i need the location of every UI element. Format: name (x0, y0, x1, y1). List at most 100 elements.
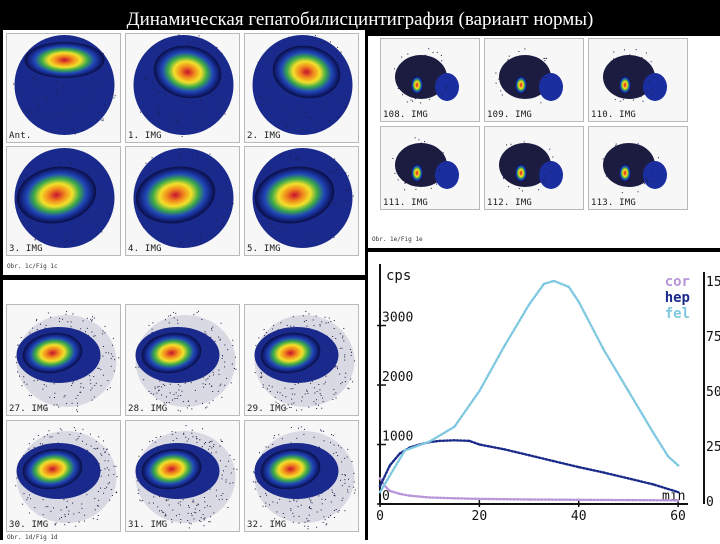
legend-entry-fel: fel (665, 306, 690, 322)
scan-frame-label: 3. IMG (9, 244, 43, 254)
early-frames-caption: Obr. 1c/Fig 1c (7, 263, 58, 270)
scan-frame-label: 30. IMG (9, 520, 49, 530)
data-point-hep (577, 465, 580, 469)
data-point-hep (388, 464, 392, 467)
scan-frame-label: 112. IMG (487, 198, 532, 208)
data-point-cor (398, 492, 402, 496)
scan-frame-label: 110. IMG (591, 110, 636, 120)
y-tick-label: 0 (382, 489, 390, 504)
data-point-fel (567, 285, 570, 289)
scan-frame-tile: 5. IMG (244, 146, 359, 256)
slide-title: Динамическая гепатобилисцинтиграфия (вар… (126, 9, 594, 30)
scan-frame-label: 1. IMG (128, 131, 162, 141)
scan-frame-label: 109. IMG (487, 110, 532, 120)
scan-frame-label: 2. IMG (247, 131, 281, 141)
data-point-cor (453, 497, 456, 500)
scan-frame-image (15, 311, 120, 413)
data-point-fel (666, 455, 670, 458)
scan-frame-image (603, 49, 667, 102)
data-point-cor (676, 499, 680, 502)
legend-entry-cor: cor (665, 274, 690, 290)
scan-frame-tile: 28. IMG (125, 304, 240, 416)
data-point-hep (378, 484, 382, 488)
scan-frame-tile: 113. IMG (588, 126, 688, 210)
data-point-hep (478, 443, 481, 446)
scan-frame-image (252, 35, 353, 135)
series-line-hep (378, 439, 680, 494)
scan-frame-tile: 111. IMG (380, 126, 480, 210)
scan-frame-label: 111. IMG (383, 198, 428, 208)
data-point-fel (577, 300, 580, 303)
data-point-fel (627, 389, 630, 393)
data-point-cor (408, 494, 412, 497)
scan-frame-tile: 108. IMG (380, 38, 480, 122)
data-point-hep (502, 448, 506, 451)
scan-frame-tile: 110. IMG (588, 38, 688, 122)
data-point-hep (652, 483, 655, 486)
scan-frame-tile: 1. IMG (125, 33, 240, 143)
x-tick-label: 60 (670, 509, 686, 524)
activity-time-chart: 0 1000 2000 3000 0 20 40 60 cps min cor hep fel 15 75 5… (368, 252, 720, 540)
data-point-cor (478, 497, 481, 501)
scan-frame-image (133, 34, 234, 137)
data-point-hep (453, 439, 456, 442)
data-point-fel (453, 425, 456, 428)
scan-frame-tile: 30. IMG (6, 420, 121, 532)
scan-frame-tile: 32. IMG (244, 420, 359, 532)
hepatic-frames-caption: Obr. 1d/Fig 1d (7, 534, 58, 541)
scan-frame-image (392, 137, 459, 191)
scan-frame-label: 32. IMG (247, 520, 287, 530)
secondary-axis-label: 15 (706, 275, 720, 290)
scan-frame-image (135, 310, 237, 412)
scan-frame-label: Ant. (9, 131, 32, 141)
scan-frame-image (135, 425, 238, 529)
legend-entry-hep: hep (665, 290, 690, 306)
data-point-hep (676, 490, 680, 494)
data-point-fel (378, 490, 382, 494)
y-tick-label: 2000 (382, 370, 413, 385)
data-point-fel (676, 464, 680, 467)
data-point-fel (552, 279, 556, 283)
y-axis-label: cps (386, 268, 411, 284)
y-tick-label: 1000 (382, 430, 413, 445)
scan-frame-label: 4. IMG (128, 244, 162, 254)
scan-frame-label: 108. IMG (383, 110, 428, 120)
data-point-fel (652, 431, 655, 434)
scan-frame-tile: 4. IMG (125, 146, 240, 256)
scan-frame-tile: 31. IMG (125, 420, 240, 532)
data-point-cor (627, 498, 630, 502)
data-point-fel (478, 389, 481, 393)
x-tick-label: 40 (571, 509, 587, 524)
data-point-hep (602, 471, 605, 474)
scan-frame-image (495, 48, 563, 104)
scan-frame-label: 5. IMG (247, 244, 281, 254)
scan-frame-image (252, 426, 356, 530)
data-point-hep (438, 439, 441, 443)
late-frames-panel: 108. IMG 109. IMG 110. IMG 111. IMG 112. IMG… (368, 36, 720, 248)
data-point-fel (542, 282, 546, 286)
series-line-fel (378, 279, 680, 494)
scan-frame-tile: Ant. (6, 33, 121, 143)
x-tick-label: 0 (376, 509, 384, 524)
hepatic-frames-panel: 27. IMG 28. IMG 29. IMG 30. IMG 31. IMG 32. I… (3, 280, 365, 541)
secondary-axis-label: 50 (706, 385, 720, 400)
data-point-hep (468, 439, 471, 443)
y-tick-label: 3000 (382, 311, 413, 326)
late-frames-caption: Obr. 1e/Fig 1e (372, 236, 423, 243)
scan-frame-label: 113. IMG (591, 198, 636, 208)
data-point-cor (577, 498, 580, 502)
data-point-hep (527, 454, 531, 457)
data-point-cor (428, 496, 431, 499)
scan-frame-label: 29. IMG (247, 404, 287, 414)
scan-frame-image (15, 427, 118, 527)
scan-frame-image (252, 148, 354, 248)
data-point-fel (403, 449, 407, 452)
scan-frame-label: 27. IMG (9, 404, 49, 414)
series-line-cor (378, 477, 680, 502)
scan-frame-label: 28. IMG (128, 404, 168, 414)
x-tick-label: 20 (472, 509, 488, 524)
secondary-axis-label: 75 (706, 330, 720, 345)
data-point-fel (602, 348, 605, 351)
data-point-cor (527, 498, 531, 501)
scan-frame-image (14, 148, 115, 248)
